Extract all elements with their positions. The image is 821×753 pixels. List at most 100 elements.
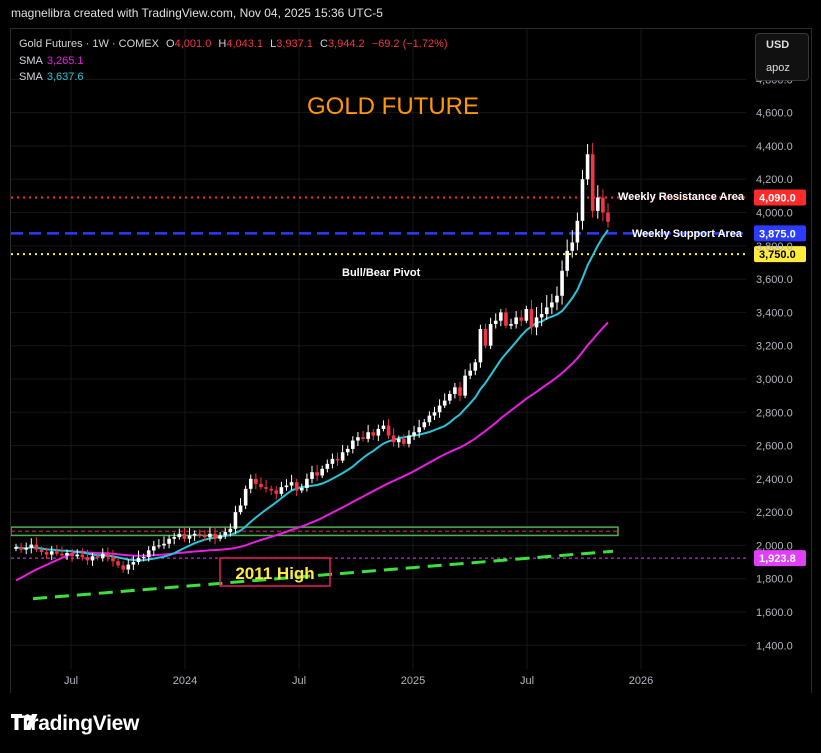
support-label: Weekly Support Area xyxy=(632,228,743,240)
candle-body xyxy=(345,448,350,453)
candle-body xyxy=(473,362,478,371)
candle-body xyxy=(422,422,427,428)
candle-body xyxy=(504,312,508,326)
candle-body xyxy=(560,270,564,296)
candle-body xyxy=(284,485,289,488)
sma-slow-line xyxy=(15,321,609,582)
x-tick-label: 2026 xyxy=(629,675,653,687)
candle-body xyxy=(65,552,69,556)
x-tick-label: 2024 xyxy=(173,675,197,687)
x-tick-label: Jul xyxy=(292,675,306,687)
candle-body xyxy=(509,324,513,326)
tradingview-logo-icon xyxy=(11,714,38,730)
candle-body xyxy=(131,562,136,565)
high-2011-box xyxy=(219,557,331,587)
candle-body xyxy=(320,468,325,476)
candle-body xyxy=(315,472,319,476)
candle-body xyxy=(555,295,559,303)
candle-body xyxy=(432,412,437,416)
candle-body xyxy=(458,387,462,396)
candle-body xyxy=(60,553,64,556)
candle-body xyxy=(111,557,115,562)
candle-body xyxy=(305,478,309,489)
candle-body xyxy=(534,317,539,328)
price-level-tag xyxy=(754,189,806,206)
y-tick-label: 3,600.0 xyxy=(756,274,793,286)
x-tick-label: Jul xyxy=(520,675,534,687)
sma-lines xyxy=(15,229,609,582)
candle-body xyxy=(447,393,452,401)
price-level-value: 4,090.0 xyxy=(759,193,796,205)
candle-body xyxy=(478,329,483,363)
candle-body xyxy=(141,557,146,559)
x-tick-label: Jul xyxy=(64,675,78,687)
candle-body xyxy=(106,553,110,558)
candle-body xyxy=(570,242,575,251)
candle-body xyxy=(493,320,498,325)
legend-sma-slow: SMA 3,265.1 xyxy=(19,55,84,67)
candle-body xyxy=(197,533,202,536)
chart-panel[interactable]: 4,090.03,875.03,750.01,923.8 4,800.04,60… xyxy=(10,28,812,695)
legend-sma-fast: SMA 3,637.6 xyxy=(19,71,84,83)
y-tick-label: 4,000.0 xyxy=(756,208,793,220)
candle-body xyxy=(248,478,253,489)
candle-body xyxy=(417,427,421,433)
candle-body xyxy=(39,549,44,553)
candle-body xyxy=(544,307,549,315)
y-tick-label: 2,200.0 xyxy=(756,507,793,519)
sma-fast-line xyxy=(15,229,609,562)
y-tick-label: 2,800.0 xyxy=(756,407,793,419)
candle-body xyxy=(585,154,590,180)
y-tick-label: 1,600.0 xyxy=(756,607,793,619)
y-tick-label: 3,200.0 xyxy=(756,341,793,353)
candle-body xyxy=(386,425,391,436)
attribution-bar: magnelibra created with TradingView.com,… xyxy=(0,0,821,28)
candle-body xyxy=(192,533,197,536)
candle-body xyxy=(606,212,610,222)
candle-body xyxy=(70,552,74,557)
candle-body xyxy=(19,547,23,550)
candle-body xyxy=(75,554,80,557)
y-tick-label: 4,600.0 xyxy=(756,108,793,120)
price-chart[interactable]: 4,090.03,875.03,750.01,923.8 4,800.04,60… xyxy=(11,29,811,694)
candle-body xyxy=(116,561,120,566)
candle-body xyxy=(228,528,233,533)
candle-body xyxy=(121,565,125,570)
currency-label: USD xyxy=(766,39,790,51)
high-2011-label: 2011 High xyxy=(235,564,314,583)
candle-body xyxy=(402,438,406,444)
candle-body xyxy=(550,302,554,308)
candle-body xyxy=(575,220,580,243)
candle-body xyxy=(162,543,166,546)
candle-body xyxy=(351,440,355,449)
candle-body xyxy=(371,432,376,436)
candle-body xyxy=(539,314,544,318)
candle-body xyxy=(95,556,100,558)
candle-body xyxy=(218,535,222,539)
candle-body xyxy=(80,554,85,558)
y-tick-label: 2,000.0 xyxy=(756,540,793,552)
candle-body xyxy=(44,552,49,555)
candle-body xyxy=(172,537,177,539)
candle-body xyxy=(565,250,569,271)
tradingview-logo[interactable]: TradingView xyxy=(11,712,139,736)
candle-body xyxy=(437,405,442,413)
price-level-value: 3,875.0 xyxy=(759,228,796,240)
candle-body xyxy=(90,556,95,561)
price-level-tag xyxy=(754,550,806,567)
candle-body xyxy=(524,309,529,321)
candle-body xyxy=(126,564,131,570)
y-tick-label: 3,800.0 xyxy=(756,241,793,253)
price-level-value: 3,750.0 xyxy=(759,249,796,261)
y-tick-label: 3,000.0 xyxy=(756,374,793,386)
candle-body xyxy=(136,557,141,563)
candle-body xyxy=(233,512,238,529)
candle-body xyxy=(330,458,335,464)
candle-body xyxy=(259,483,263,488)
candle-body xyxy=(238,505,243,513)
candle-body xyxy=(279,487,284,494)
candle-body xyxy=(335,458,340,461)
scale-mode-label: apoz xyxy=(766,62,790,74)
scale-settings-button[interactable]: USD apoz xyxy=(755,33,809,81)
y-tick-label: 1,400.0 xyxy=(756,640,793,652)
